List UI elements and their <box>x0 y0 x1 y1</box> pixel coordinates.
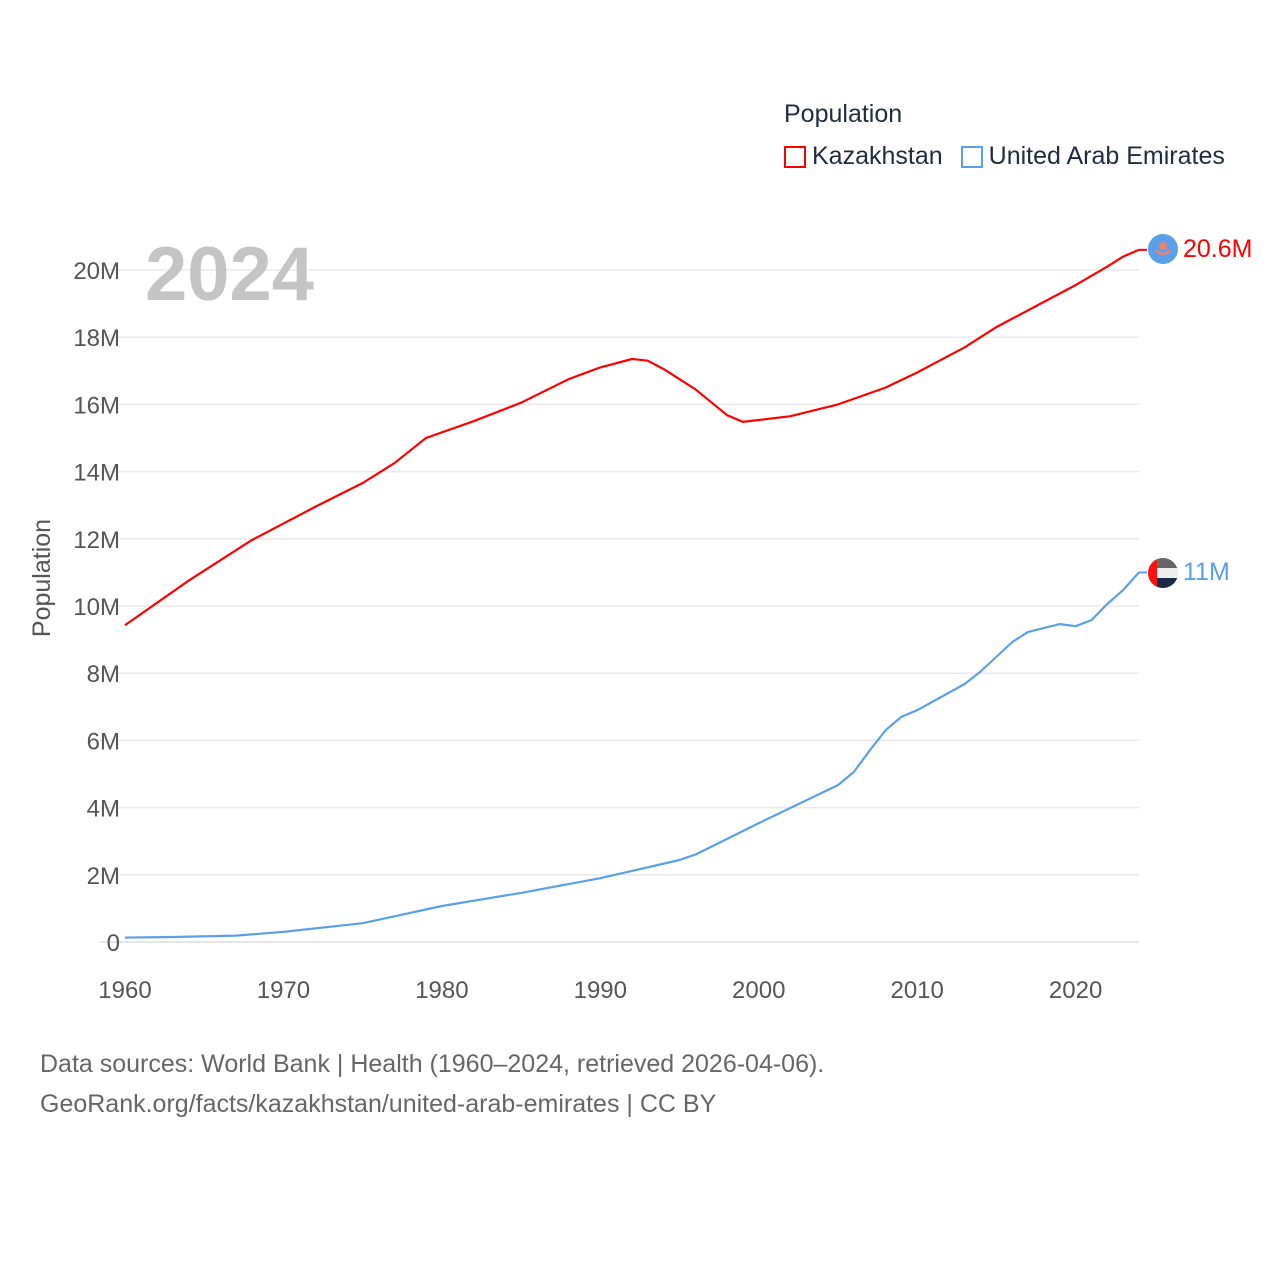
year-watermark: 2024 <box>145 232 314 317</box>
legend-label: United Arab Emirates <box>988 142 1225 170</box>
kazakhstan-end-label: 20.6M <box>1183 235 1252 263</box>
source-url-text: GeoRank.org/facts/kazakhstan/united-arab… <box>40 1090 717 1118</box>
y-tick-label: 16M <box>73 392 120 419</box>
kazakhstan-flag-icon <box>1148 234 1178 264</box>
y-tick-label: 6M <box>87 728 120 755</box>
series-lines <box>124 248 1147 939</box>
y-tick-label: 2M <box>87 863 120 890</box>
y-tick-label: 18M <box>73 325 120 352</box>
y-tick-labels: 0 2M 4M 6M 8M 10M 12M 14M 16M 18M 20M <box>73 258 120 957</box>
x-tick-labels: 1960 1970 1980 1990 2000 2010 2020 <box>98 977 1102 1004</box>
series-line-kazakhstan <box>124 248 1140 627</box>
uae-end-label: 11M <box>1183 558 1230 586</box>
legend-title: Population <box>784 100 903 128</box>
y-tick-label: 0 <box>107 930 120 957</box>
y-tick-label: 10M <box>73 594 120 621</box>
y-axis-label: Population <box>28 519 56 637</box>
footer: Data sources: World Bank | Health (1960–… <box>40 1044 824 1124</box>
legend-swatch-uae <box>960 145 983 168</box>
x-tick-label: 1980 <box>415 977 468 1004</box>
y-tick-label: 12M <box>73 527 120 554</box>
y-tick-label: 4M <box>87 796 120 823</box>
legend-label: Kazakhstan <box>812 142 943 170</box>
legend-item-kazakhstan[interactable]: Kazakhstan <box>784 142 943 171</box>
data-source-text: Data sources: World Bank | Health (1960–… <box>40 1050 825 1078</box>
gridlines <box>100 269 1139 943</box>
series-line-uae <box>124 571 1140 939</box>
legend-swatch-kazakhstan <box>784 145 806 168</box>
x-tick-label: 1970 <box>257 977 310 1004</box>
legend-item-uae[interactable]: United Arab Emirates <box>960 142 1225 171</box>
uae-flag-icon <box>1148 558 1178 588</box>
y-tick-label: 8M <box>87 661 120 688</box>
x-tick-label: 2000 <box>732 977 785 1004</box>
x-tick-label: 2010 <box>890 977 943 1004</box>
legend: Kazakhstan United Arab Emirates <box>784 142 1225 171</box>
x-tick-label: 1960 <box>98 977 151 1004</box>
x-tick-label: 2020 <box>1049 977 1102 1004</box>
y-tick-label: 14M <box>73 460 120 487</box>
y-tick-label: 20M <box>73 258 120 285</box>
x-tick-label: 1990 <box>574 977 627 1004</box>
